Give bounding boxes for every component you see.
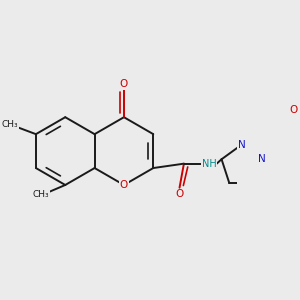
Text: O: O — [120, 80, 128, 89]
Text: O: O — [120, 180, 128, 190]
Text: N: N — [238, 140, 246, 149]
Text: NH: NH — [202, 159, 216, 169]
Text: O: O — [290, 105, 298, 115]
Text: CH₃: CH₃ — [2, 120, 18, 129]
Text: CH₃: CH₃ — [33, 190, 50, 199]
Text: O: O — [176, 189, 184, 199]
Text: N: N — [258, 154, 266, 164]
